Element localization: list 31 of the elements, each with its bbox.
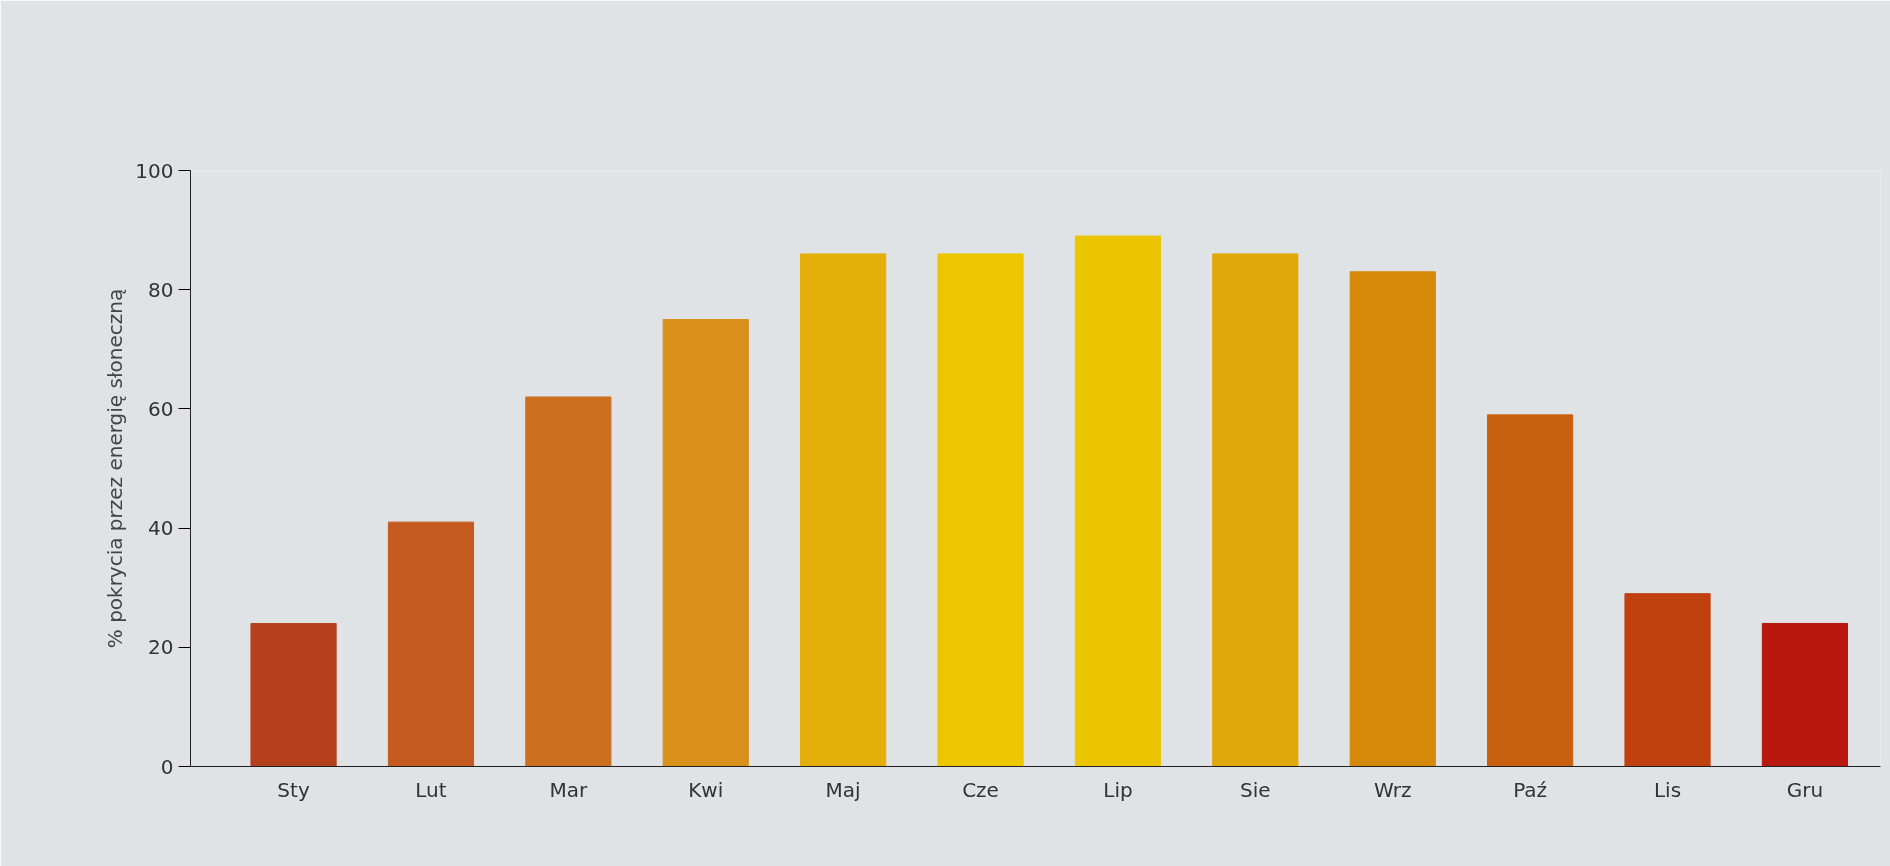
x-tick-label: Maj bbox=[825, 777, 861, 802]
bar bbox=[1212, 253, 1299, 767]
x-tick-label: Kwi bbox=[688, 777, 724, 802]
x-tick-label: Paź bbox=[1513, 777, 1548, 802]
x-tick-label: Gru bbox=[1786, 777, 1824, 802]
x-tick-label: Lut bbox=[415, 777, 447, 802]
x-tick-label: Lip bbox=[1103, 777, 1133, 802]
x-tick-label: Lis bbox=[1653, 777, 1682, 802]
bar bbox=[1624, 593, 1711, 767]
y-tick-label: 40 bbox=[148, 516, 174, 541]
bar bbox=[1349, 271, 1436, 767]
x-tick-label: Sty bbox=[277, 777, 310, 802]
bar bbox=[1074, 235, 1162, 767]
x-tick-label: Sie bbox=[1240, 777, 1271, 802]
y-axis-title: % pokrycia przez energię słoneczną bbox=[103, 288, 128, 649]
bar bbox=[800, 253, 887, 767]
y-tick-label: 80 bbox=[148, 277, 174, 302]
bar bbox=[387, 521, 475, 767]
bar bbox=[937, 253, 1024, 767]
bar bbox=[1761, 622, 1849, 767]
bar bbox=[662, 319, 749, 767]
bar bbox=[250, 622, 337, 767]
y-tick-label: 60 bbox=[148, 396, 174, 421]
y-tick-label: 100 bbox=[135, 158, 174, 183]
bar bbox=[525, 396, 612, 767]
y-tick-label: 20 bbox=[148, 635, 174, 660]
x-tick-label: Cze bbox=[962, 777, 999, 802]
y-tick-label: 0 bbox=[160, 754, 174, 779]
x-tick-label: Mar bbox=[549, 777, 588, 802]
x-tick-label: Wrz bbox=[1373, 777, 1412, 802]
bar bbox=[1487, 414, 1574, 767]
